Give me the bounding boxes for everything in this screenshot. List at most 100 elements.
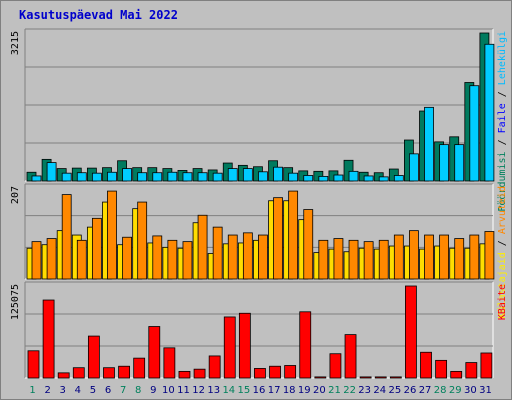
x-tick-label-day-12: 12 <box>192 385 205 396</box>
bar-top-lehekülgi-day-28 <box>439 144 450 182</box>
x-tick-label-day-26: 26 <box>404 385 417 396</box>
legend-part: / <box>497 133 508 151</box>
bar-top-lehekülgi-day-8 <box>137 172 148 182</box>
x-tick-label-day-19: 19 <box>298 385 311 396</box>
bar-middle-arvuteid-day-17 <box>273 197 283 280</box>
bar-middle-arvuteid-day-1 <box>31 241 42 280</box>
legend-part: KBaite <box>497 284 508 320</box>
bar-bottom-kbaite-day-13 <box>208 355 221 379</box>
bar-top-lehekülgi-day-17 <box>273 166 283 182</box>
x-tick-label-day-30: 30 <box>464 385 477 396</box>
bar-bottom-kbaite-day-11 <box>178 370 191 379</box>
bar-bottom-kbaite-day-2 <box>42 299 55 379</box>
bar-middle-arvuteid-day-5 <box>91 217 102 280</box>
bar-top-pöördumisi-day-25 <box>388 168 399 182</box>
bar-top-lehekülgi-day-16 <box>258 171 268 182</box>
bar-top-lehekülgi-day-2 <box>46 162 57 182</box>
x-tick-label-day-20: 20 <box>313 385 326 396</box>
bar-middle-arvuteid-day-3 <box>61 194 72 280</box>
bar-bottom-kbaite-day-16 <box>254 368 266 379</box>
bar-middle-arvuteid-day-9 <box>152 235 163 280</box>
x-tick-label-day-3: 3 <box>60 385 66 396</box>
bar-middle-arvuteid-day-13 <box>212 226 223 280</box>
bar-middle-arvuteid-day-11 <box>182 241 193 280</box>
x-tick-label-day-9: 9 <box>150 385 156 396</box>
x-tick-label-day-5: 5 <box>90 385 96 396</box>
bar-middle-arvuteid-day-7 <box>122 236 132 280</box>
bar-top-lehekülgi-day-11 <box>182 172 193 182</box>
bar-top-lehekülgi-day-1 <box>31 175 42 182</box>
bar-top-lehekülgi-day-3 <box>61 172 72 182</box>
bar-bottom-kbaite-day-21 <box>329 353 342 379</box>
bar-top-lehekülgi-day-12 <box>197 172 208 182</box>
bar-middle-arvuteid-day-19 <box>303 209 314 280</box>
x-tick-label-day-22: 22 <box>343 385 356 396</box>
x-tick-label-day-24: 24 <box>373 385 386 396</box>
bar-top-lehekülgi-day-4 <box>76 172 87 182</box>
bar-top-pöördumisi-day-22 <box>343 159 354 182</box>
bar-top-lehekülgi-day-24 <box>378 176 389 182</box>
bar-bottom-kbaite-day-1 <box>27 350 40 379</box>
y-max-label-middle: 207 <box>10 186 21 204</box>
bar-bottom-kbaite-day-10 <box>163 347 176 379</box>
legend-bottom: KBaite <box>497 284 508 320</box>
legend-part: / <box>497 234 508 252</box>
bar-top-lehekülgi-day-13 <box>212 172 223 182</box>
bar-middle-arvuteid-day-21 <box>333 238 344 280</box>
bar-bottom-kbaite-day-28 <box>435 359 448 379</box>
x-tick-label-day-27: 27 <box>419 385 432 396</box>
legend-top: Pöördumisi / Faile / Lehekülgi <box>497 31 508 212</box>
bar-bottom-kbaite-day-15 <box>238 312 251 379</box>
bar-bottom-kbaite-day-24 <box>374 376 387 379</box>
x-tick-label-day-2: 2 <box>44 385 50 396</box>
bar-bottom-kbaite-day-5 <box>87 335 100 379</box>
x-tick-label-day-31: 31 <box>479 385 492 396</box>
bar-middle-arvuteid-day-27 <box>424 234 434 280</box>
bar-top-lehekülgi-day-5 <box>91 172 102 182</box>
bar-bottom-kbaite-day-20 <box>314 376 327 379</box>
bar-bottom-kbaite-day-23 <box>359 376 372 379</box>
bar-middle-arvuteid-day-20 <box>318 239 329 280</box>
bar-top-lehekülgi-day-26 <box>409 153 419 182</box>
bar-middle-arvuteid-day-23 <box>363 241 374 280</box>
bar-top-lehekülgi-day-31 <box>484 43 495 182</box>
bar-bottom-kbaite-day-9 <box>148 326 161 379</box>
x-tick-label-day-10: 10 <box>162 385 175 396</box>
x-tick-label-day-29: 29 <box>449 385 462 396</box>
bar-bottom-kbaite-day-31 <box>480 352 493 379</box>
bar-bottom-kbaite-day-25 <box>389 376 402 379</box>
bar-top-lehekülgi-day-19 <box>303 175 314 182</box>
bar-middle-arvuteid-day-26 <box>409 230 419 280</box>
legend-part: Faile <box>497 103 508 133</box>
bar-bottom-kbaite-day-30 <box>465 362 478 379</box>
bar-middle-arvuteid-day-2 <box>46 238 57 280</box>
y-max-label-top: 3215 <box>10 31 21 55</box>
bar-middle-arvuteid-day-29 <box>454 238 465 280</box>
bar-middle-arvuteid-day-16 <box>258 234 268 280</box>
bar-bottom-kbaite-day-6 <box>103 367 115 379</box>
x-tick-label-day-16: 16 <box>253 385 266 396</box>
bar-middle-arvuteid-day-12 <box>197 214 208 280</box>
x-tick-label-day-7: 7 <box>120 385 126 396</box>
legend-part: Külastajaid <box>497 252 508 318</box>
bar-top-lehekülgi-day-9 <box>152 172 163 182</box>
legend-part: Arvuteid <box>497 186 508 234</box>
bar-middle-arvuteid-day-10 <box>167 239 178 280</box>
bar-bottom-kbaite-day-4 <box>72 367 85 379</box>
chart-title: Kasutuspäevad Mai 2022 <box>19 8 178 22</box>
x-tick-label-day-15: 15 <box>238 385 251 396</box>
bar-bottom-kbaite-day-14 <box>223 316 236 379</box>
x-tick-label-day-1: 1 <box>29 385 35 396</box>
bar-top-lehekülgi-day-20 <box>318 175 329 182</box>
bar-top-lehekülgi-day-23 <box>363 175 374 182</box>
bar-middle-arvuteid-day-28 <box>439 234 450 280</box>
bar-top-lehekülgi-day-14 <box>227 168 238 182</box>
x-tick-label-day-8: 8 <box>135 385 141 396</box>
bar-middle-arvuteid-day-22 <box>348 239 359 280</box>
x-tick-label-day-13: 13 <box>207 385 220 396</box>
x-tick-label-day-6: 6 <box>105 385 111 396</box>
legend-part: Pöördumisi <box>497 151 508 211</box>
bar-bottom-kbaite-day-12 <box>193 368 206 379</box>
